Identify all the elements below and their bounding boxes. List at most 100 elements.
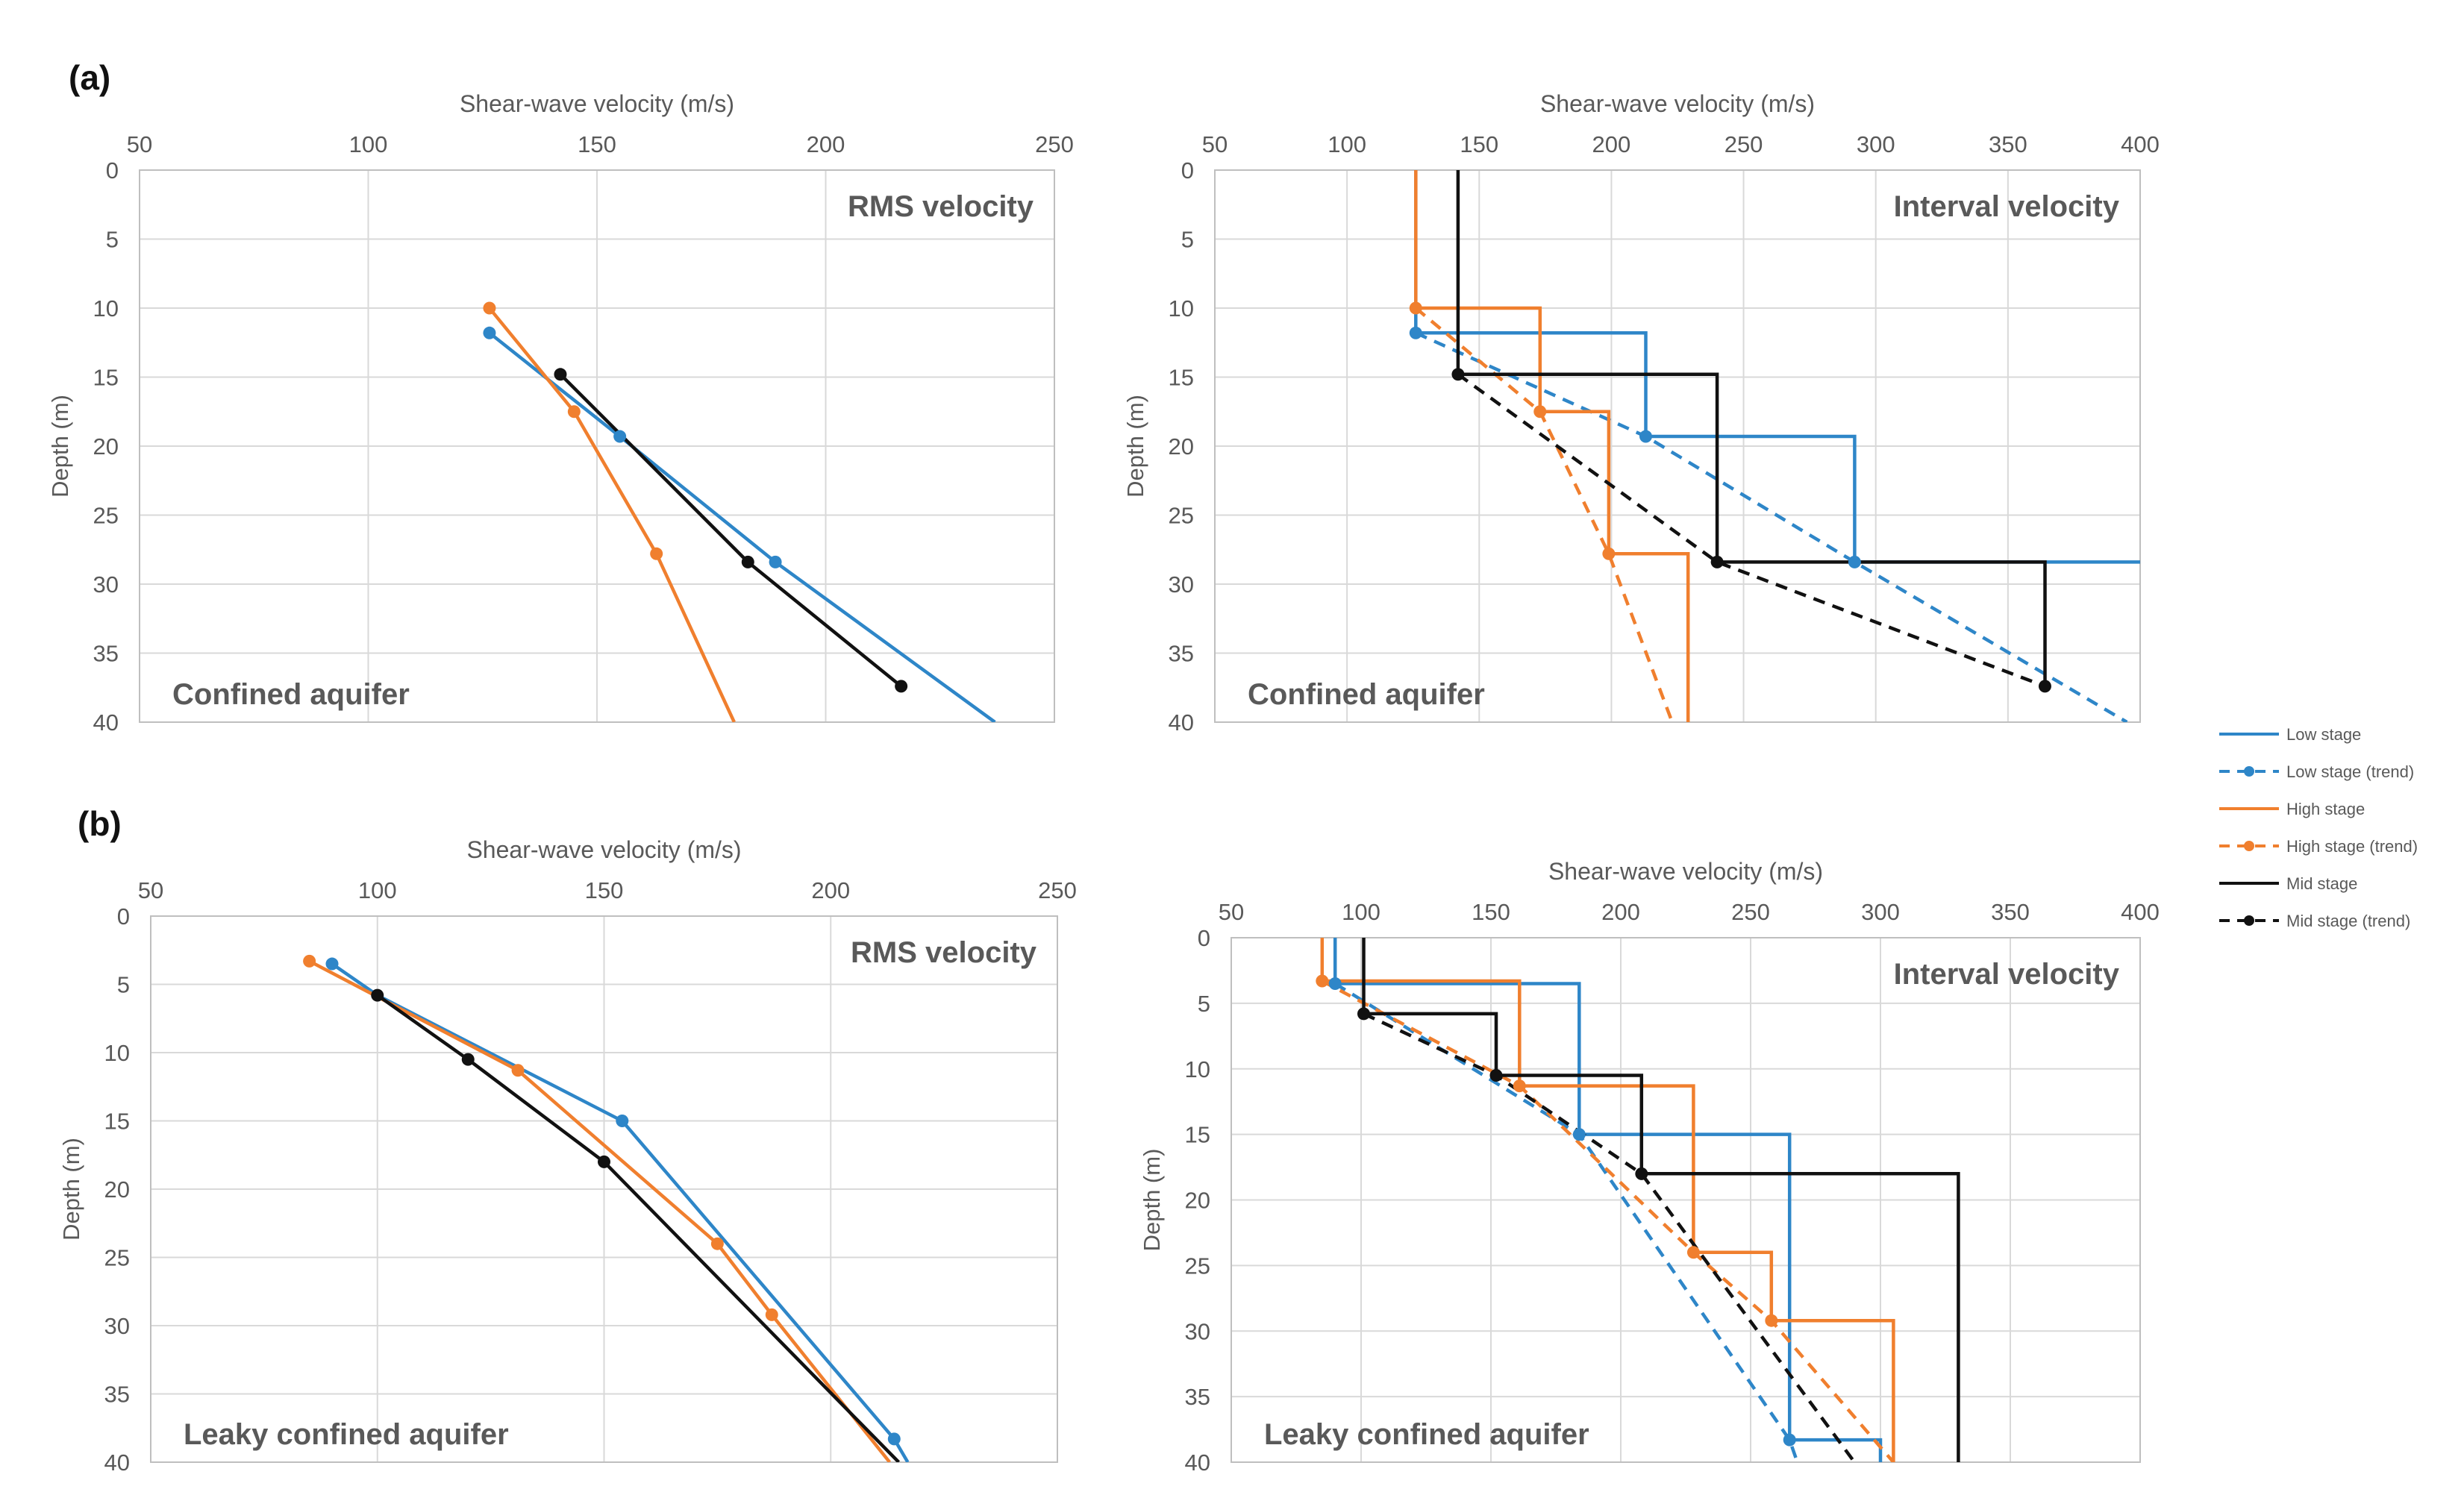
x-tick-label: 200 <box>1601 899 1640 925</box>
x-tick-label: 200 <box>807 131 845 157</box>
legend-label: Low stage (trend) <box>2286 762 2414 781</box>
chart-annotation: Confined aquifer <box>1248 678 1485 711</box>
data-point-high <box>1686 1246 1700 1259</box>
x-axis-label: Shear-wave velocity (m/s) <box>1540 90 1815 117</box>
chart-title: Interval velocity <box>1894 958 2120 991</box>
data-point-low <box>1783 1433 1796 1447</box>
y-tick-label: 15 <box>104 1109 130 1135</box>
y-tick-label: 20 <box>93 433 119 460</box>
y-tick-label: 5 <box>117 972 130 998</box>
data-point-mid <box>554 368 567 381</box>
data-point-mid <box>895 680 908 693</box>
plot-frame <box>1231 937 2141 1463</box>
series-line-mid-trend <box>1363 1012 1857 1462</box>
series-line-low-trend <box>1415 331 2128 722</box>
y-axis-label: Depth (m) <box>1139 1149 1165 1252</box>
panel-label-a: (a) <box>69 58 110 97</box>
series-line-high-trend <box>1321 980 1895 1462</box>
legend-label: Mid stage (trend) <box>2286 912 2410 930</box>
y-tick-label: 40 <box>1169 709 1194 736</box>
x-tick-label: 300 <box>1861 899 1900 925</box>
y-tick-label: 15 <box>93 365 119 391</box>
legend-entry: High stage <box>2219 800 2365 818</box>
data-point-high <box>1513 1079 1526 1093</box>
legend-entry: Mid stage (trend) <box>2219 912 2410 930</box>
legend-entry: Low stage (trend) <box>2219 762 2414 781</box>
y-tick-label: 40 <box>104 1449 130 1476</box>
y-tick-label: 5 <box>1198 991 1210 1017</box>
x-tick-label: 150 <box>1472 899 1510 925</box>
chart-annotation: Leaky confined aquifer <box>1264 1418 1589 1451</box>
y-tick-label: 30 <box>104 1313 130 1339</box>
x-tick-label: 150 <box>1460 131 1498 157</box>
legend-label: High stage (trend) <box>2286 837 2418 856</box>
legend-label: Mid stage <box>2286 874 2357 893</box>
series-line-low <box>1333 938 1883 1462</box>
data-point-high <box>511 1064 525 1077</box>
data-point-high <box>1533 405 1547 419</box>
y-tick-label: 0 <box>1198 925 1210 951</box>
x-tick-label: 400 <box>2121 131 2160 157</box>
x-tick-label: 350 <box>1991 899 2030 925</box>
data-point-mid <box>1451 368 1465 381</box>
series-line-high <box>488 307 736 722</box>
data-point-low <box>483 326 496 339</box>
series-line-low <box>488 331 996 722</box>
x-tick-label: 50 <box>138 877 163 903</box>
data-point-mid <box>461 1053 475 1066</box>
chart-a-int: 50 100 150 200 250 300 350 400 0 5 10 15 20 25 30 35 40 S… <box>1122 90 2160 736</box>
legend-label: High stage <box>2286 800 2365 818</box>
series-line-low-trend <box>1334 982 1799 1462</box>
y-tick-label: 15 <box>1185 1122 1210 1148</box>
y-tick-label: 35 <box>104 1382 130 1408</box>
series-line-low <box>331 962 910 1462</box>
x-tick-label: 50 <box>1219 899 1244 925</box>
plot-frame <box>139 169 1055 723</box>
chart-annotation: Leaky confined aquifer <box>184 1418 509 1451</box>
x-tick-label: 150 <box>578 131 616 157</box>
data-point-mid <box>598 1155 610 1168</box>
chart-b-rms: 50 100 150 200 250 0 5 10 15 20 25 30 35 40 Shear-wave… <box>58 836 1077 1476</box>
y-tick-label: 0 <box>117 903 130 930</box>
data-point-low <box>1409 326 1422 339</box>
x-tick-label: 100 <box>1328 131 1366 157</box>
data-point-high <box>483 301 496 315</box>
legend-swatch-marker <box>2244 841 2254 851</box>
data-point-high <box>567 405 581 419</box>
y-axis-label: Depth (m) <box>47 395 73 498</box>
x-tick-label: 200 <box>811 877 850 903</box>
y-tick-label: 10 <box>104 1040 130 1066</box>
chart-title: RMS velocity <box>848 190 1034 223</box>
series-line-mid <box>1362 938 1960 1462</box>
x-tick-label: 150 <box>585 877 624 903</box>
chart-a-rms: 50 100 150 200 250 0 5 10 15 20 25 30 35 40 Shear-wave… <box>47 90 1074 736</box>
legend-swatch-marker <box>2244 766 2254 777</box>
series-line-low <box>1414 170 2140 564</box>
series-group <box>308 959 910 1462</box>
chart-title: Interval velocity <box>1894 190 2120 223</box>
legend-entry: High stage (trend) <box>2219 837 2418 856</box>
series-line-mid <box>559 373 903 688</box>
legend-entry: Mid stage <box>2219 874 2357 893</box>
data-point-high <box>710 1237 724 1250</box>
x-tick-label: 250 <box>1038 877 1077 903</box>
x-axis-label: Shear-wave velocity (m/s) <box>1548 858 1823 885</box>
charts-group: 50 100 150 200 2500510152025303540Shear-wave… <box>47 90 2160 1476</box>
data-point-high <box>1316 974 1329 988</box>
data-point-high <box>1602 547 1616 560</box>
x-axis-label: Shear-wave velocity (m/s) <box>466 836 741 863</box>
x-tick-label: 400 <box>2121 899 2160 925</box>
x-tick-label: 200 <box>1592 131 1631 157</box>
x-tick-label: 100 <box>1342 899 1380 925</box>
data-point-low <box>1572 1128 1586 1141</box>
data-point-low <box>613 430 627 443</box>
y-tick-label: 25 <box>1185 1253 1210 1279</box>
data-point-high <box>650 547 663 560</box>
data-point-high <box>765 1308 778 1321</box>
data-point-mid <box>1357 1007 1370 1021</box>
series-line-high <box>308 959 891 1462</box>
y-tick-label: 25 <box>93 503 119 529</box>
y-tick-label: 35 <box>93 641 119 667</box>
chart-b-int: 50 100 150 200 250 300 350 400 0 5 10 15 20 25 30 35 40 S… <box>1139 858 2160 1476</box>
data-point-mid <box>741 555 754 568</box>
